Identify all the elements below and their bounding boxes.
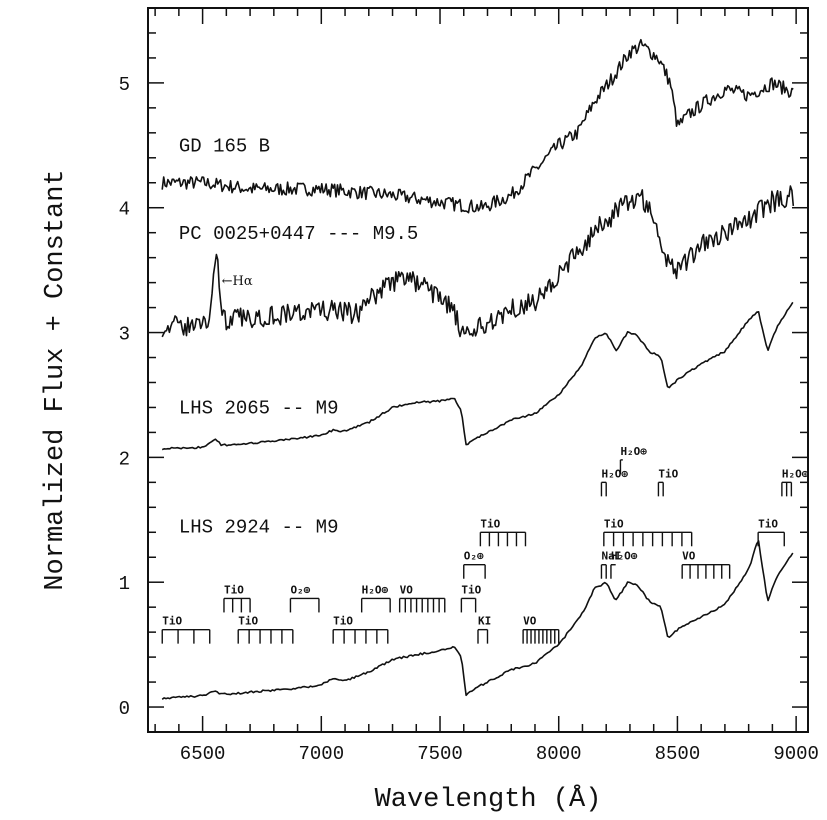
feature-label: TiO: [333, 615, 353, 628]
feature-label: KI: [478, 615, 491, 628]
feature-label: VO: [400, 583, 414, 596]
feature-label: TiO: [461, 583, 481, 596]
feature-label: VO: [523, 615, 537, 628]
x-tick-label: 7500: [417, 743, 463, 765]
feature-label: TiO: [224, 583, 244, 596]
feature-label: TiO: [480, 517, 500, 530]
x-axis-label: Wavelength (Å): [375, 784, 602, 815]
feature-label: H₂O⊕: [362, 583, 389, 596]
y-tick-label: 5: [119, 74, 130, 96]
plot-border: [147, 7, 809, 733]
x-tick-label: 7000: [299, 743, 345, 765]
y-tick-label: 1: [119, 573, 130, 595]
x-tick-label: 6500: [180, 743, 226, 765]
spectrum-label: GD 165 B: [179, 136, 270, 158]
spectrum-line: [161, 185, 795, 338]
feature-label: H₂O⊕: [782, 467, 809, 480]
spectrum-label: LHS 2924 -- M9: [179, 516, 339, 538]
feature-annotations: ←Hα TiO TiO TiO O₂⊕ TiO H₂O⊕ VO TiO O₂⊕ TiO KI VO NaI…: [161, 274, 809, 644]
feature-label: H₂O⊕: [601, 467, 628, 480]
plot-frame: [147, 7, 809, 733]
y-axis-label: Normalized Flux + Constant: [41, 169, 71, 590]
x-tick-label: 8500: [655, 743, 701, 765]
spectra-series: GD 165 B PC 0025+0447 --- M9.5 LHS 2065 --…: [161, 38, 795, 700]
axis-ticks: 6500 7000 7500 8000 8500 9000 0 1 2 3 4 5: [119, 7, 819, 765]
y-tick-label: 2: [119, 448, 130, 470]
y-tick-label: 4: [119, 199, 130, 221]
x-tick-label: 8000: [536, 743, 582, 765]
spectrum-label: LHS 2065 -- M9: [179, 398, 339, 420]
feature-label: VO: [682, 550, 696, 563]
feature-label: O₂⊕: [464, 550, 484, 563]
spectrum-line: [161, 38, 794, 214]
spectrum-label: PC 0025+0447 --- M9.5: [179, 223, 418, 245]
spectrum-line: [161, 301, 794, 451]
feature-label: TiO: [658, 467, 678, 480]
spectrum-line: [161, 540, 794, 700]
y-tick-label: 0: [119, 698, 130, 720]
x-tick-label: 9000: [773, 743, 819, 765]
feature-label: H₂O⊕: [611, 550, 638, 563]
feature-label: TiO: [604, 517, 624, 530]
axis-labels: Wavelength (Å) Normalized Flux + Constan…: [41, 169, 601, 815]
y-tick-label: 3: [119, 324, 130, 346]
feature-label: H₂O⊕: [620, 445, 647, 458]
feature-label: TiO: [162, 615, 182, 628]
halpha-label: ←Hα: [222, 274, 253, 289]
feature-label: NaI: [601, 550, 621, 563]
feature-label: TiO: [758, 517, 778, 530]
feature-label: O₂⊕: [290, 583, 310, 596]
feature-label: TiO: [238, 615, 258, 628]
